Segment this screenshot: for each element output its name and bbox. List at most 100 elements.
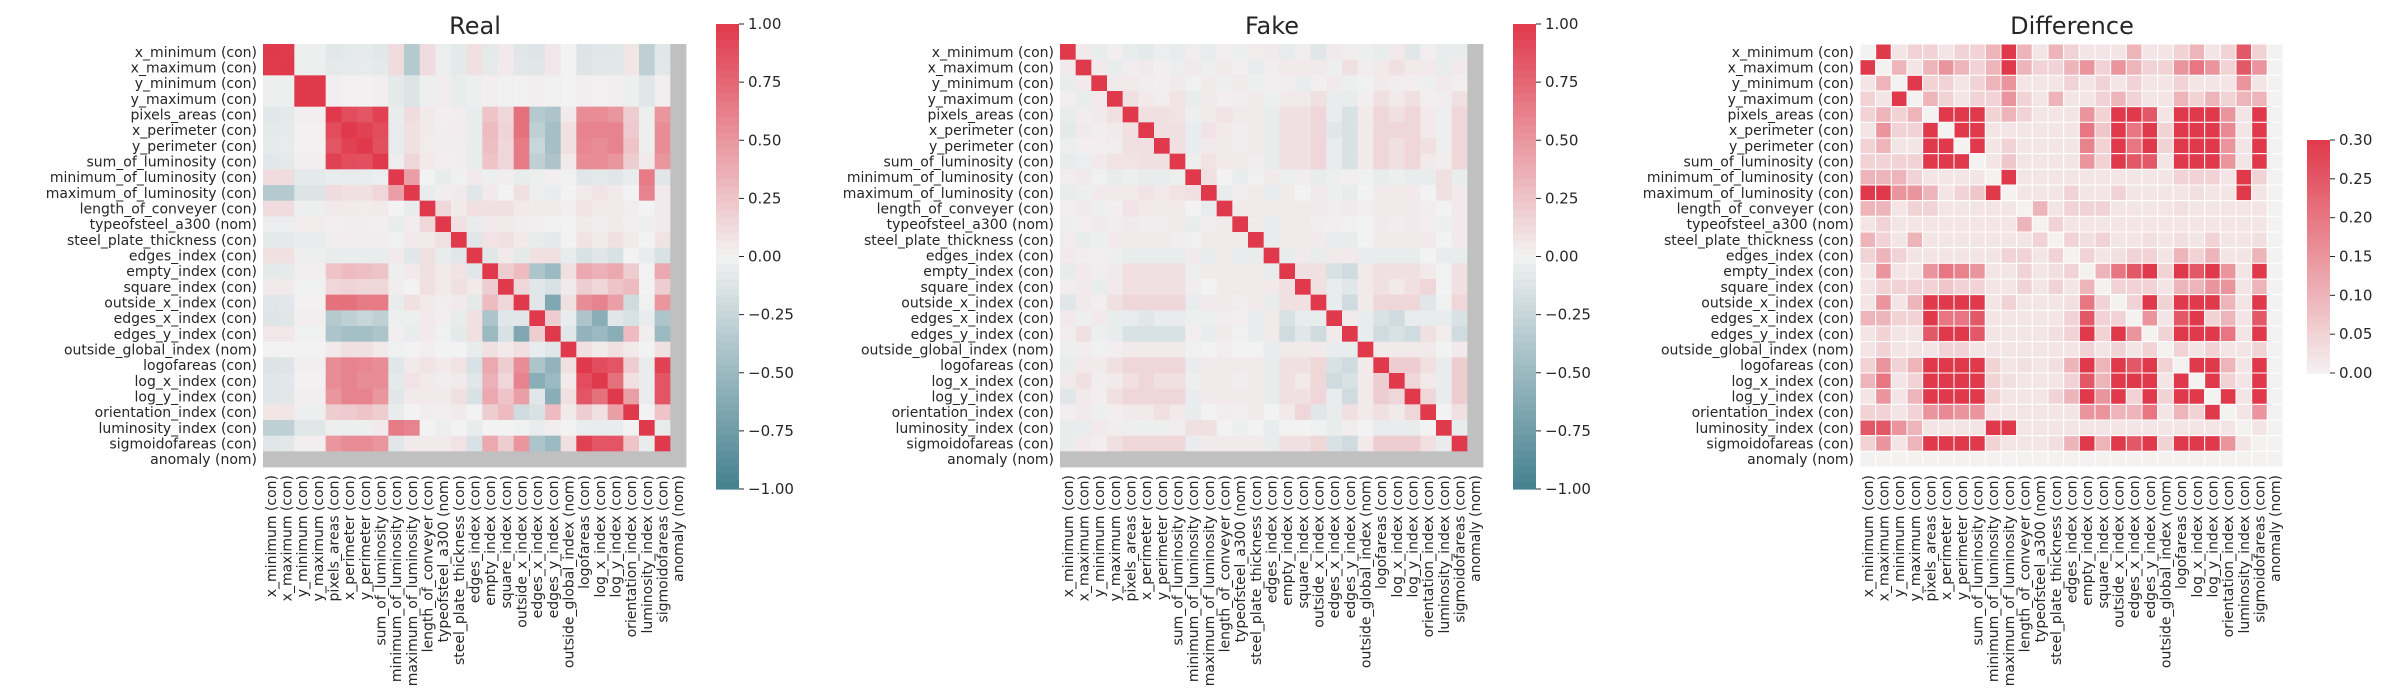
- heatmap-cell: [482, 326, 499, 343]
- heatmap-cell: [1467, 310, 1484, 327]
- colorbar-segment: [1513, 450, 1536, 459]
- heatmap-cell: [278, 404, 295, 421]
- heatmap-cell: [1138, 169, 1155, 186]
- heatmap-cell: [1890, 341, 1908, 358]
- heatmap-cell: [1263, 279, 1280, 296]
- heatmap-cell: [482, 185, 499, 202]
- heatmap-cell: [1310, 232, 1327, 249]
- heatmap-cell: [310, 200, 327, 217]
- heatmap-cell: [1185, 404, 1202, 421]
- heatmap-cell: [1263, 341, 1280, 358]
- heatmap-cell: [2141, 59, 2159, 76]
- column-tick-label: maximum_of_luminosity (con): [405, 475, 421, 686]
- heatmap-cell: [325, 404, 342, 421]
- heatmap-cell: [341, 106, 358, 123]
- heatmap-cell: [451, 169, 468, 186]
- colorbar-segment: [716, 419, 739, 428]
- heatmap-cell: [639, 122, 656, 139]
- heatmap-cell: [1154, 138, 1171, 155]
- heatmap-cell: [670, 106, 687, 123]
- heatmap-cell: [498, 59, 515, 76]
- heatmap-cell: [2188, 325, 2206, 343]
- heatmap-cell: [1984, 341, 2002, 358]
- heatmap-cell: [1232, 185, 1249, 202]
- heatmap-cell: [2266, 231, 2284, 249]
- heatmap-cell: [1310, 388, 1327, 405]
- heatmap-cell: [1169, 232, 1186, 249]
- heatmap-cell: [1342, 420, 1359, 437]
- heatmap-cell: [1969, 403, 1986, 421]
- colorbar-segment: [2307, 206, 2330, 211]
- heatmap-cell: [1937, 278, 1955, 296]
- heatmap-cell: [1875, 262, 1892, 280]
- colorbar-segment: [716, 78, 739, 87]
- heatmap-cell: [466, 216, 483, 233]
- column-tick-label: outside_global_index (nom): [562, 475, 578, 668]
- heatmap-cell: [1216, 59, 1233, 76]
- heatmap-cell: [670, 435, 687, 452]
- heatmap-cell: [1389, 138, 1406, 155]
- colorbar-tick-label: 0.75: [1545, 73, 1578, 91]
- heatmap-cell: [1201, 294, 1218, 311]
- heatmap-cell: [1091, 44, 1108, 61]
- heatmap-cell: [623, 91, 640, 108]
- heatmap-cell: [2125, 435, 2143, 452]
- heatmap-cell: [1922, 200, 1939, 217]
- colorbar-segment: [716, 388, 739, 397]
- heatmap-cell: [1937, 403, 1955, 421]
- heatmap-cell: [325, 341, 342, 358]
- heatmap-cell: [1859, 59, 1877, 76]
- heatmap-cell: [1201, 44, 1218, 61]
- heatmap-cell: [1216, 279, 1233, 296]
- heatmap-cell: [1389, 310, 1406, 327]
- heatmap-cell: [1420, 310, 1437, 327]
- heatmap-cell: [1310, 435, 1327, 452]
- heatmap-cell: [1937, 215, 1955, 233]
- heatmap-cell: [1122, 185, 1139, 202]
- colorbar-tick-label: 0.25: [1545, 189, 1578, 207]
- heatmap-cell: [654, 435, 671, 452]
- colorbar-segment: [2307, 330, 2330, 335]
- heatmap-cell: [2235, 278, 2253, 296]
- row-tick-label: steel_plate_thickness (con): [864, 233, 1054, 249]
- heatmap-cell: [372, 451, 389, 468]
- heatmap-cell: [639, 373, 656, 390]
- heatmap-cell: [1389, 232, 1406, 249]
- heatmap-cell: [1326, 122, 1343, 139]
- heatmap-cell: [1248, 44, 1265, 61]
- heatmap-cell: [278, 185, 295, 202]
- heatmap-cell: [1263, 200, 1280, 217]
- heatmap-cell: [1953, 450, 1971, 468]
- heatmap-cell: [2031, 262, 2049, 280]
- heatmap-cell: [1859, 231, 1877, 249]
- heatmap-cell: [2219, 403, 2237, 421]
- colorbar-tick-label: 0.15: [2339, 248, 2372, 266]
- heatmap-cell: [2047, 59, 2065, 76]
- heatmap-cell: [263, 435, 280, 452]
- heatmap-cell: [1436, 451, 1453, 468]
- column-tick-label: square_index (con): [1296, 475, 1312, 609]
- heatmap-cell: [2141, 278, 2159, 296]
- heatmap-cell: [545, 216, 562, 233]
- colorbar-segment: [1513, 341, 1536, 351]
- heatmap-cell: [2031, 372, 2049, 390]
- heatmap-cell: [1467, 232, 1484, 249]
- heatmap-cell: [2016, 121, 2033, 139]
- colorbar-segment: [1513, 380, 1536, 389]
- heatmap-cell: [1295, 294, 1312, 311]
- heatmap-cell: [1922, 419, 1939, 437]
- heatmap-cell: [1420, 294, 1437, 311]
- heatmap-cell: [560, 294, 577, 311]
- heatmap-cell: [310, 91, 327, 108]
- heatmap-cell: [404, 404, 421, 421]
- heatmap-cell: [529, 247, 546, 264]
- heatmap-cell: [1451, 310, 1468, 327]
- heatmap-cell: [2251, 74, 2268, 92]
- column-tick-label: x_perimeter (con): [1939, 475, 1955, 600]
- heatmap-cell: [1091, 216, 1108, 233]
- colorbar-segment: [2307, 303, 2330, 308]
- heatmap-cell: [1937, 419, 1955, 437]
- heatmap-cell: [388, 91, 405, 108]
- heatmap-cell: [670, 310, 687, 327]
- heatmap-cell: [1420, 44, 1437, 61]
